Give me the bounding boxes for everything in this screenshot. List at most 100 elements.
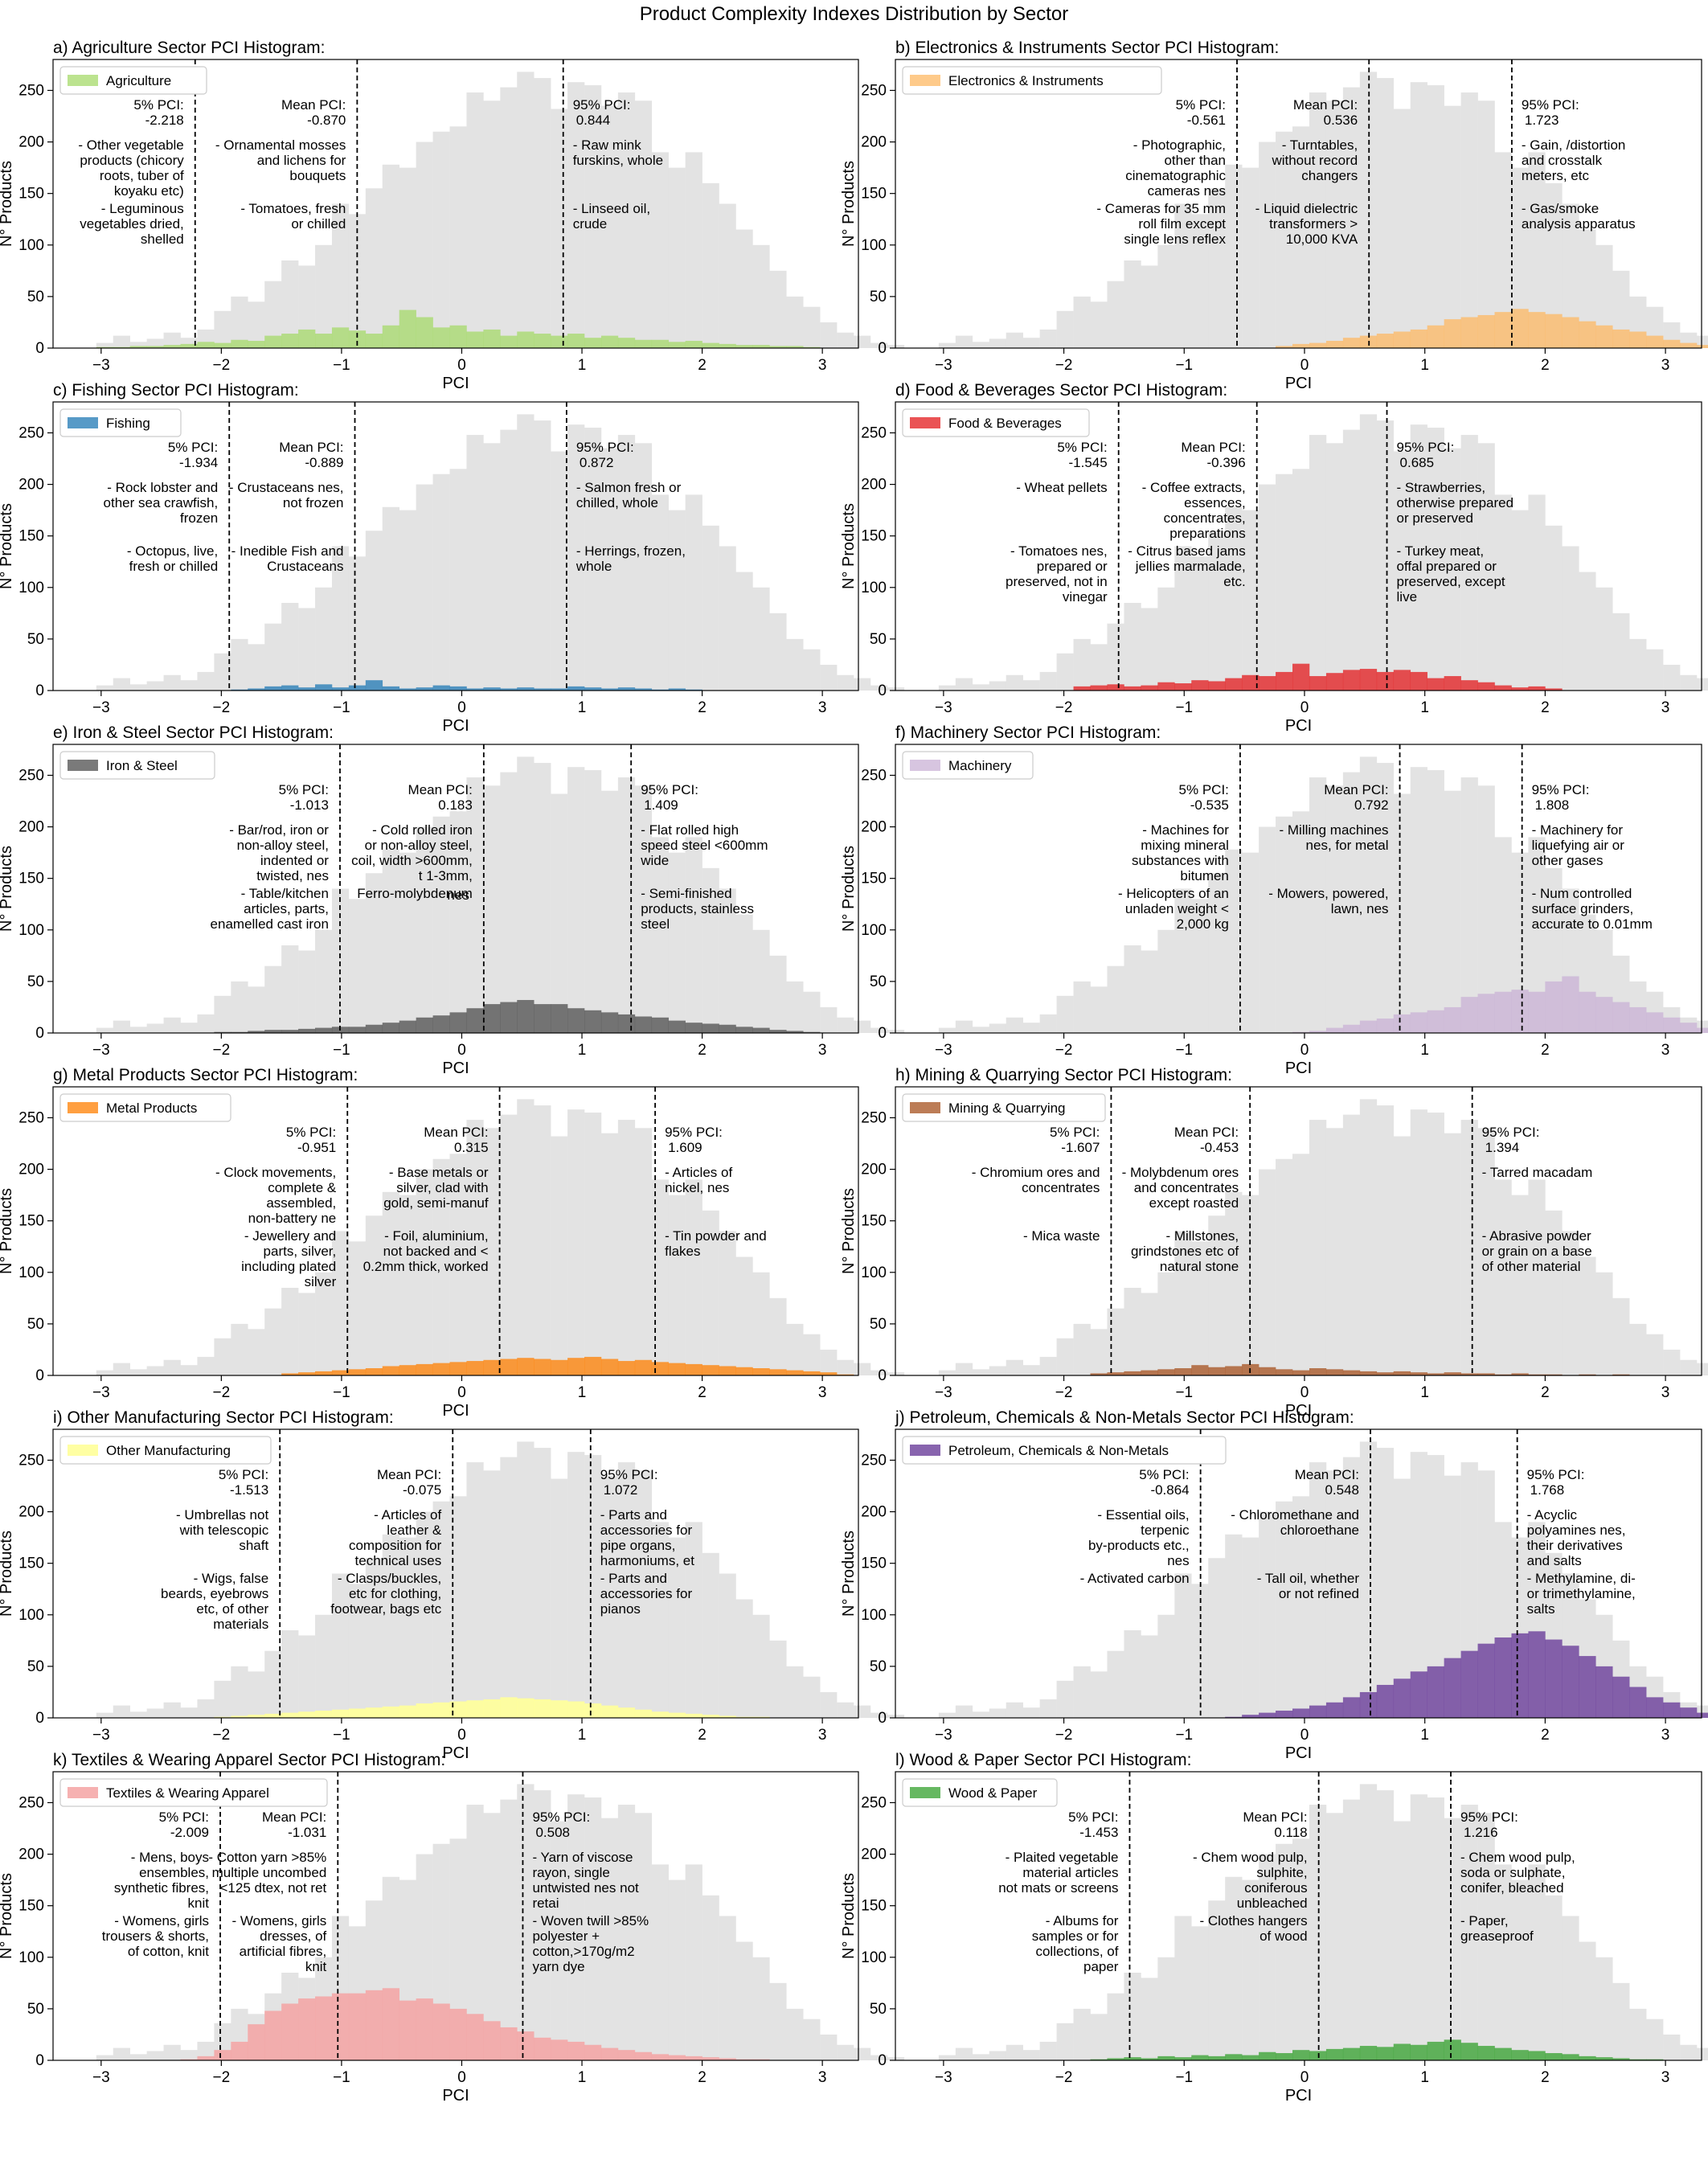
sector-bar (1141, 2058, 1158, 2060)
p5-product-1-line: concentrates (1022, 1180, 1100, 1195)
mean-label: Mean PCI: (408, 782, 473, 797)
sector-bar (617, 1707, 636, 1718)
sector-bar (432, 1015, 450, 1033)
background-bar (1056, 1338, 1074, 1375)
legend: Iron & Steel (59, 751, 215, 780)
y-tick-label: 250 (18, 1109, 44, 1126)
sector-bar (1629, 331, 1647, 348)
background-bar (1528, 1864, 1546, 2060)
sector-bar (197, 342, 215, 348)
sector-bar (298, 329, 316, 348)
legend: Fishing (59, 408, 182, 437)
background-bar (264, 281, 282, 348)
y-tick-label: 200 (861, 1162, 887, 1178)
p95-product-1-line: - Articles of (665, 1165, 732, 1180)
background-bar (651, 1522, 670, 1718)
mean-product-1-line: composition for (349, 1538, 442, 1553)
background-bar (820, 2034, 838, 2060)
sector-bar (1477, 2046, 1495, 2060)
background-bar (113, 1363, 131, 1375)
legend-label: Electronics & Instruments (948, 73, 1104, 88)
sector-bar (331, 1370, 350, 1375)
p95-product-1-line: other gases (1532, 853, 1604, 868)
background-bar (702, 1895, 719, 2060)
x-tick-label: −1 (1175, 1042, 1193, 1059)
x-tick-label: 1 (578, 1042, 587, 1059)
mean-product-1-line: <125 dtex, not ret (219, 1880, 326, 1896)
background-bar (432, 816, 450, 1033)
sector-bar (1410, 329, 1427, 348)
sector-bar (517, 1698, 535, 1718)
background-bar (416, 141, 433, 349)
p95-label: 95% PCI: (1482, 1125, 1540, 1140)
background-bar (719, 546, 736, 691)
p95-product-2-line: whole (575, 559, 612, 574)
background-bar (1325, 785, 1344, 1033)
sector-bar (197, 2055, 215, 2060)
p5-product-1-line: ensembles, (139, 1865, 209, 1880)
legend: Food & Beverages (902, 408, 1090, 437)
p95-product-2: - Methylamine, di-or trimethylamine,salt… (1527, 1571, 1636, 1617)
background-bar (231, 638, 248, 691)
mean-value: -1.031 (288, 1825, 326, 1840)
sector-bar (719, 1366, 736, 1375)
p5-value: -0.864 (1150, 1482, 1189, 1498)
background-bar (534, 420, 551, 691)
y-axis-label: N° Products (840, 1873, 858, 1959)
sector-bar (1697, 345, 1708, 348)
background-bar (1174, 1573, 1192, 1718)
mean-product-1-line: changers (1301, 168, 1358, 183)
background-bar (146, 338, 164, 348)
background-bar (668, 852, 686, 1033)
legend-box (59, 408, 182, 437)
background-bar (820, 1691, 838, 1718)
background-bar (752, 587, 770, 691)
legend-swatch (68, 1787, 98, 1798)
sector-bar (483, 2021, 501, 2060)
background-bar (1208, 1558, 1226, 1718)
p5-product-2-line: preserved, not in (1006, 574, 1108, 589)
p5-product-2-line: materials (213, 1617, 268, 1632)
sector-bar (668, 688, 686, 691)
panel-title: k) Textiles & Wearing Apparel Sector PCI… (53, 1751, 445, 1769)
background-bar (1376, 763, 1395, 1033)
background-bar (399, 852, 416, 1033)
sector-bar (1342, 1024, 1361, 1033)
background-bar (567, 424, 585, 691)
background-bar (617, 1805, 636, 2060)
background-bar (264, 1308, 282, 1375)
sector-bar (1393, 2043, 1411, 2060)
background-bar (955, 1705, 973, 1718)
background-bar (331, 203, 350, 348)
p95-product-1-line: liquefying air or (1532, 838, 1625, 853)
p5-product-2-line: - Octopus, live, (127, 543, 218, 559)
p95-product-2-line: - Turkey meat, (1397, 543, 1485, 559)
p5-product-1-line: by-products etc., (1088, 1538, 1190, 1553)
background-bar (1393, 451, 1411, 691)
p5-product-2-line: - Table/kitchen (241, 886, 329, 901)
sector-bar (1646, 335, 1664, 348)
sector-bar (399, 1020, 416, 1033)
p5-product-2-line: etc, of other (196, 1601, 268, 1617)
background-bar (365, 188, 383, 348)
y-tick-label: 250 (861, 767, 887, 784)
sector-bar (1511, 990, 1529, 1033)
background-bar (1107, 1308, 1124, 1375)
background-bar (231, 981, 248, 1033)
p95-product-1-line: furskins, whole (573, 153, 663, 168)
background-bar (432, 131, 450, 348)
background-bar (416, 826, 433, 1033)
y-tick-label: 0 (35, 1367, 44, 1384)
background-bar (685, 152, 702, 348)
background-bar (1359, 1099, 1378, 1375)
x-tick-label: −2 (213, 1727, 231, 1744)
mean-value: -0.075 (403, 1482, 441, 1498)
background-bar (534, 1105, 551, 1375)
background-bar (1393, 1136, 1411, 1375)
mean-product-1-line: - Articles of (374, 1507, 441, 1523)
mean-product-overlap: nes (447, 887, 469, 903)
